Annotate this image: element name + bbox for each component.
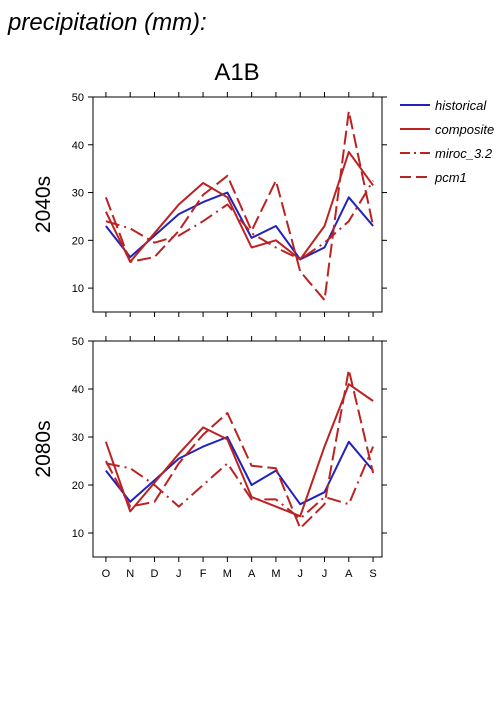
y-tick-label: 30	[72, 188, 84, 200]
plot-frame	[92, 340, 383, 558]
y-tick-label: 10	[72, 528, 84, 540]
y-tick-label: 50	[72, 336, 84, 348]
x-tick-label: A	[248, 568, 256, 580]
plot-frame	[92, 96, 383, 313]
y-tick-label: 10	[72, 283, 84, 295]
legend-label: pcm1	[434, 170, 467, 185]
y-tick-label: 50	[72, 92, 84, 104]
x-tick-label: F	[200, 568, 207, 580]
panel-2040s: 10 20 30 40 50 2040s	[32, 92, 387, 317]
x-tick-label: O	[102, 568, 111, 580]
series-line-miroc-3-2	[105, 180, 374, 261]
x-tick-label: S	[369, 568, 376, 580]
chart-title: A1B	[214, 59, 259, 86]
series-line-composite	[104, 383, 374, 518]
legend-label: composite	[435, 122, 494, 137]
y-tick-label: 20	[72, 480, 84, 492]
x-tick-label: N	[126, 568, 134, 580]
page-heading: precipitation (mm):	[7, 9, 207, 36]
legend-label: historical	[435, 98, 487, 113]
series-line-historical	[105, 436, 374, 506]
x-tick-label: J	[297, 568, 303, 580]
x-tick-label: D	[151, 568, 159, 580]
y-tick-label: 40	[72, 384, 84, 396]
x-tick-label: J	[176, 568, 182, 580]
panel-label: 2040s	[32, 176, 55, 233]
y-tick-label: 20	[72, 235, 84, 247]
series-line-composite	[105, 150, 374, 263]
series-line-pcm1	[105, 368, 375, 530]
x-tick-label: J	[322, 568, 328, 580]
x-tick-label: M	[223, 568, 232, 580]
y-tick-label: 40	[72, 140, 84, 152]
panel-label: 2080s	[32, 420, 55, 477]
series-line-miroc-3-2	[105, 446, 375, 520]
series-line-pcm1	[104, 110, 375, 302]
legend: historical composite miroc_3.2 pcm1	[400, 98, 494, 185]
legend-label: miroc_3.2	[435, 146, 493, 161]
x-tick-label: A	[345, 568, 353, 580]
x-tick-label: M	[271, 568, 280, 580]
panel-2080s: 10 20 30 40 50 O N D J F M A M J J A S 2080s	[32, 336, 387, 580]
y-tick-label: 30	[72, 432, 84, 444]
